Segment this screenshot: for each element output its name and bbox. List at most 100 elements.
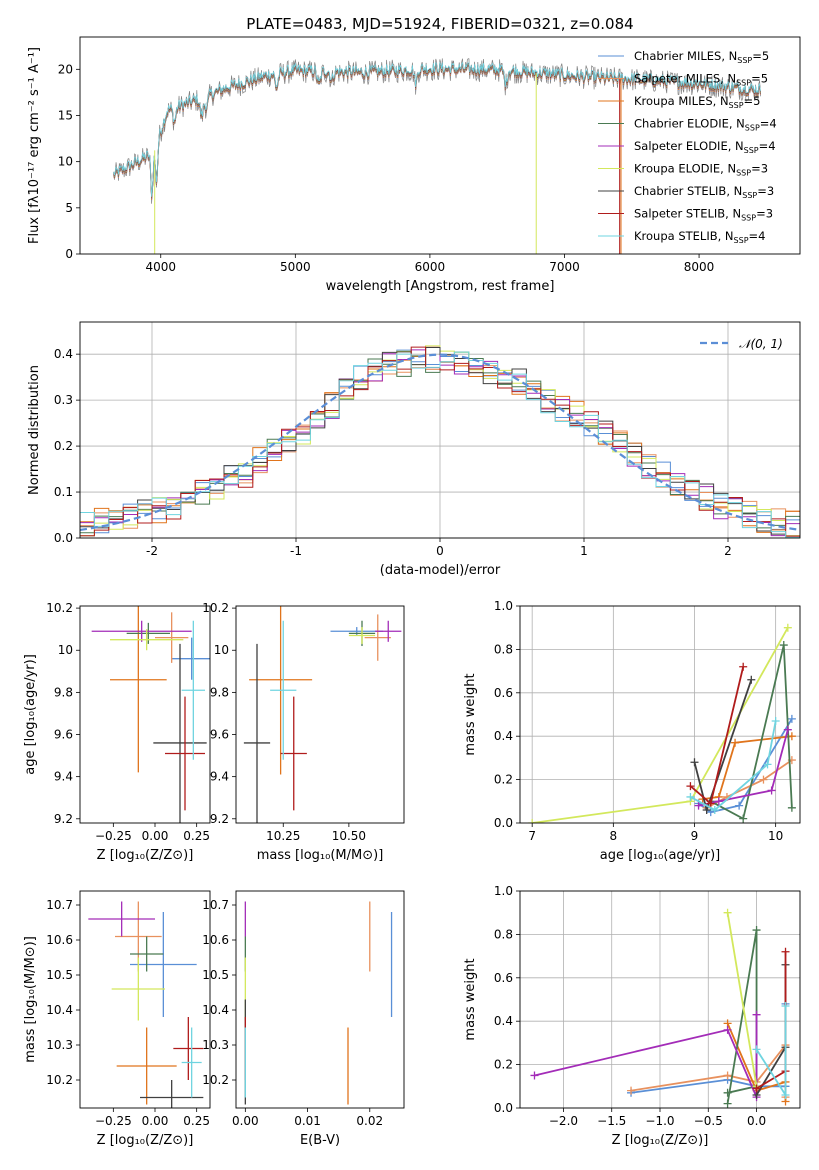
y-tick-label: 0.2 xyxy=(494,773,513,787)
x-tick-label: 7000 xyxy=(549,260,580,274)
plot-area xyxy=(80,345,800,538)
x-tick-label: 10.50 xyxy=(332,829,366,843)
y-tick-label: 0.0 xyxy=(494,1101,513,1115)
x-axis-label: Z [log₁₀(Z/Z⊙)] xyxy=(612,1133,709,1148)
y-tick-label: 0.8 xyxy=(494,642,513,656)
y-tick-label: 10.5 xyxy=(46,968,73,982)
legend-label: Chabrier MILES, NSSP=5 xyxy=(634,49,769,65)
y-tick-label: 1.0 xyxy=(494,599,513,613)
x-tick-label: −1.5 xyxy=(597,1114,626,1128)
legend-label: Chabrier ELODIE, NSSP=4 xyxy=(634,117,777,133)
axes-frame xyxy=(79,36,801,255)
x-axis-label: wavelength [Angstrom, rest frame] xyxy=(326,279,555,294)
x-axis-label: mass [log₁₀(M/M⊙)] xyxy=(257,848,384,863)
x-tick-label: -1 xyxy=(290,544,302,558)
plot-area xyxy=(530,908,790,1108)
legend-label: Kroupa STELIB, NSSP=4 xyxy=(634,229,765,245)
y-tick-label: 10 xyxy=(58,643,73,657)
weight-line xyxy=(710,644,793,821)
y-tick-label: 20 xyxy=(58,62,73,76)
axes-frame xyxy=(79,321,801,539)
y-tick-label: 10.6 xyxy=(202,933,229,947)
y-tick-label: 0.8 xyxy=(494,927,513,941)
weight-marker xyxy=(752,1084,761,1093)
y-tick-label: 10.2 xyxy=(202,1073,229,1087)
weight-marker xyxy=(735,801,744,810)
residual-histogram xyxy=(80,346,800,538)
x-axis-label: (data-model)/error xyxy=(380,563,501,578)
plot-area xyxy=(113,58,761,254)
weight-marker xyxy=(739,814,748,823)
panel-7: −2.0 −1.5 −1.0 −0.5 0.0 0.0 0.2 0.4 0.6 0.8 1.0 Z [… xyxy=(463,884,801,1148)
weight-marker xyxy=(781,1090,790,1099)
y-tick-label: 0.4 xyxy=(54,347,73,361)
y-tick-label: 9.2 xyxy=(210,812,229,826)
y-tick-label: 10 xyxy=(214,643,229,657)
x-tick-label: 7 xyxy=(528,829,536,843)
y-tick-label: 0.4 xyxy=(494,1014,513,1028)
weight-line xyxy=(756,951,787,1090)
weight-marker xyxy=(686,782,695,791)
y-tick-label: 9.6 xyxy=(54,728,73,742)
residual-histogram xyxy=(80,351,800,538)
weight-marker xyxy=(528,819,537,823)
axes-frame xyxy=(519,890,801,1109)
y-tick-label: 1.0 xyxy=(494,884,513,898)
plot-area xyxy=(244,901,393,1105)
y-tick-label: 10.3 xyxy=(46,1038,73,1052)
legend-label: Kroupa ELODIE, NSSP=3 xyxy=(634,162,768,178)
weight-marker xyxy=(706,808,715,817)
x-tick-label: 5000 xyxy=(280,260,311,274)
y-axis-label: mass weight xyxy=(463,958,478,1040)
weight-marker xyxy=(530,1071,539,1080)
y-axis-label: mass [log₁₀(M/M⊙)] xyxy=(23,936,38,1063)
legend-label: Salpeter ELODIE, NSSP=4 xyxy=(634,139,776,155)
x-tick-label: 1 xyxy=(580,544,588,558)
y-tick-label: 0 xyxy=(65,247,73,261)
x-axis-label: E(B-V) xyxy=(300,1133,340,1148)
weight-marker xyxy=(781,947,790,956)
x-tick-label: −0.5 xyxy=(694,1114,723,1128)
weight-marker xyxy=(723,1071,732,1080)
weight-marker xyxy=(783,725,792,734)
weight-marker xyxy=(783,623,792,632)
legend-label: Chabrier STELIB, NSSP=3 xyxy=(634,184,774,200)
y-tick-label: 10.7 xyxy=(202,898,229,912)
x-tick-label: 0.00 xyxy=(232,1114,259,1128)
x-tick-label: 0.0 xyxy=(747,1114,766,1128)
weight-marker xyxy=(752,1045,761,1054)
weight-marker xyxy=(787,714,796,723)
model-spectrum xyxy=(113,65,761,201)
weight-marker xyxy=(767,786,776,795)
weight-line xyxy=(690,720,777,812)
y-tick-label: 0.4 xyxy=(494,729,513,743)
y-tick-label: 0.2 xyxy=(54,439,73,453)
weight-marker xyxy=(787,803,796,812)
weight-marker xyxy=(759,775,768,784)
axes-frame xyxy=(235,890,405,1109)
legend-label: Kroupa MILES, NSSP=5 xyxy=(634,94,760,110)
y-tick-label: 5 xyxy=(65,201,73,215)
y-tick-label: 10.4 xyxy=(46,1003,73,1017)
y-tick-label: 9.2 xyxy=(54,812,73,826)
weight-marker xyxy=(723,1025,732,1034)
panel-4: 7 8 9 10 0.0 0.2 0.4 0.6 0.8 1.0 age [log₁₀(age/yr… xyxy=(463,599,801,863)
x-tick-label: 10.25 xyxy=(266,829,300,843)
y-tick-label: 0.3 xyxy=(54,393,73,407)
x-tick-label: 9 xyxy=(691,829,699,843)
axes-frame xyxy=(519,605,801,824)
panel-1: -2 -1 0 1 2 0.0 0.1 0.2 0.3 0.4 (data-model)/error… xyxy=(27,321,801,578)
panel-2: −0.25 0.00 0.25 9.2 9.4 9.6 9.8 10 10.2 Z [log₁₀(… xyxy=(23,601,211,863)
legend-label: Salpeter MILES, NSSP=5 xyxy=(634,72,768,88)
y-axis-label: Flux [fλ10⁻¹⁷ erg cm⁻² s⁻¹ A⁻¹] xyxy=(27,47,42,244)
model-spectrum xyxy=(113,64,761,201)
x-tick-label: 0.02 xyxy=(356,1114,383,1128)
y-tick-label: 9.8 xyxy=(54,685,73,699)
axes-frame xyxy=(235,605,405,824)
weight-marker xyxy=(763,760,772,769)
x-tick-label: −1.0 xyxy=(645,1114,674,1128)
x-axis-label: Z [log₁₀(Z/Z⊙)] xyxy=(97,1133,194,1148)
x-tick-label: −0.25 xyxy=(95,829,132,843)
y-tick-label: 10 xyxy=(58,155,73,169)
